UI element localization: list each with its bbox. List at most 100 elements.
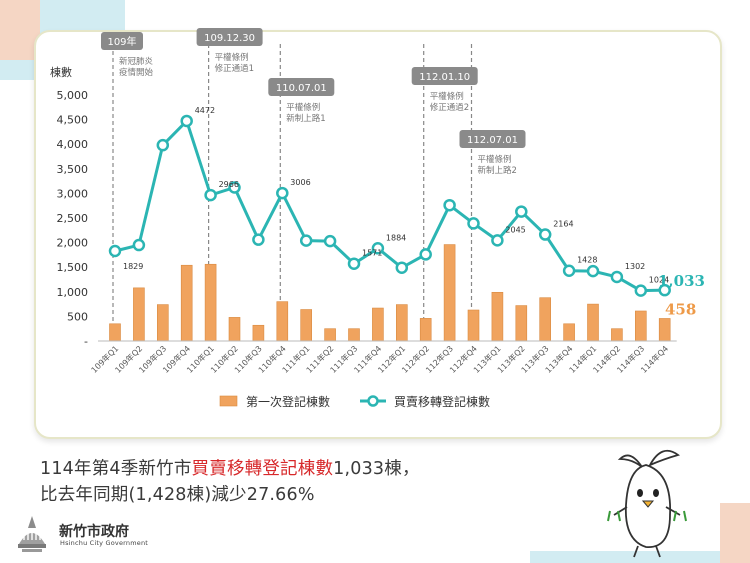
annotation-date: 110.07.01 xyxy=(276,83,327,94)
headline-prefix: 114年第4季新竹市 xyxy=(40,459,192,479)
data-label: 2966 xyxy=(219,180,239,189)
bar xyxy=(611,328,623,342)
data-label: 3006 xyxy=(290,178,310,187)
bar xyxy=(180,264,193,342)
line-series xyxy=(114,119,665,293)
decor-block-blue-bottom xyxy=(530,551,720,563)
y-tick-label: 2,000 xyxy=(57,237,89,250)
line-point xyxy=(276,186,289,200)
bar xyxy=(252,324,265,342)
bar xyxy=(300,309,313,342)
headline-highlight: 買賣移轉登記棟數 xyxy=(191,459,334,479)
bar xyxy=(563,323,575,342)
line-point xyxy=(562,264,576,277)
annotation-text: 新制上路2 xyxy=(478,165,517,176)
bar xyxy=(634,310,647,342)
line-point xyxy=(658,283,671,297)
annotation-box xyxy=(101,32,143,50)
bar xyxy=(395,304,408,342)
annotation-text: 修正通過1 xyxy=(215,63,254,74)
bar xyxy=(587,303,599,342)
y-tick-label: 5,000 xyxy=(57,89,89,102)
mascot-sprout-icon xyxy=(607,449,687,558)
bar xyxy=(658,318,671,342)
data-label: 4472 xyxy=(195,106,215,115)
annotation-date: 109年 xyxy=(107,35,136,48)
line-point xyxy=(371,242,385,255)
decor-block-peach-bottom xyxy=(720,503,750,563)
line-point xyxy=(586,264,600,278)
line-point xyxy=(180,114,193,128)
annotation-date: 109.12.30 xyxy=(204,33,255,44)
bar xyxy=(276,301,289,342)
annotation-text: 修正通過2 xyxy=(430,102,469,113)
y-tick-label: 3,500 xyxy=(57,163,89,176)
annotation-text: 平權條例 xyxy=(215,52,249,63)
bar xyxy=(419,318,432,342)
data-label: 1024 xyxy=(649,276,669,285)
line-point xyxy=(467,217,480,230)
data-label: 1884 xyxy=(386,233,406,242)
annotation-box xyxy=(459,130,526,148)
data-label: 1302 xyxy=(625,262,645,271)
line-point xyxy=(347,257,361,270)
bar xyxy=(372,307,384,342)
end-label-line: 1,033 xyxy=(658,272,705,290)
line-point xyxy=(132,238,146,252)
y-tick-label: 1,500 xyxy=(57,261,89,274)
y-tick-label: 4,000 xyxy=(57,138,89,151)
line-point xyxy=(634,284,648,297)
line-point xyxy=(395,261,409,274)
bar xyxy=(515,305,528,342)
legend-bar-swatch xyxy=(219,395,238,407)
chart-card xyxy=(34,30,722,439)
y-tick-label: 4,500 xyxy=(57,114,89,127)
annotation-text: 平權條例 xyxy=(286,102,320,113)
legend-bar-label: 第一次登記棟數 xyxy=(246,394,330,409)
line-point xyxy=(443,198,456,212)
bar xyxy=(539,297,552,342)
line-point xyxy=(108,244,122,258)
legend-line-marker xyxy=(367,395,379,407)
data-label: 1829 xyxy=(123,262,143,271)
y-tick-label: 3,000 xyxy=(57,187,89,200)
bar xyxy=(157,304,169,342)
bar xyxy=(348,328,360,342)
data-label: 2164 xyxy=(553,220,573,229)
y-tick-label: 2,500 xyxy=(57,212,89,225)
end-label-bar: 458 xyxy=(665,300,696,318)
y-tick-label: - xyxy=(84,335,88,348)
line-point xyxy=(419,248,432,261)
line-point xyxy=(323,234,337,248)
line-point xyxy=(515,205,528,218)
annotation-text: 疫情開始 xyxy=(119,67,154,78)
line-point xyxy=(610,270,624,284)
bar xyxy=(228,317,241,342)
bar xyxy=(443,244,456,342)
line-point xyxy=(204,188,217,202)
bar xyxy=(324,328,336,342)
y-axis-label: 棟數 xyxy=(50,65,72,79)
annotation-box xyxy=(196,28,263,46)
decor-block-blue-small xyxy=(0,60,40,80)
city-emblem-icon xyxy=(18,516,46,552)
logo-name: 新竹市政府 xyxy=(59,524,129,540)
legend-line-label: 買賣移轉登記棟數 xyxy=(394,394,490,409)
annotation-date: 112.01.10 xyxy=(419,72,470,83)
chart: 棟數 - 500 1,000 1,500 2,000 2,500 3,000 3,500 4,00… xyxy=(50,28,705,409)
line-point xyxy=(156,138,170,152)
bar xyxy=(491,291,504,342)
annotation-date: 112.07.01 xyxy=(467,135,518,146)
headline: 114年第4季新竹市買賣移轉登記棟數1,033棟， 比去年同期(1,428棟)減… xyxy=(40,456,420,508)
logo-english: Hsinchu City Government xyxy=(60,539,149,547)
data-label: 1428 xyxy=(577,256,597,265)
data-label: 2045 xyxy=(505,225,525,234)
line-point xyxy=(538,228,552,241)
annotation-box xyxy=(411,67,478,85)
bar xyxy=(204,263,217,342)
y-tick-label: 500 xyxy=(67,310,88,323)
y-tick-label: 1,000 xyxy=(57,286,89,299)
headline-line-1: 114年第4季新竹市買賣移轉登記棟數1,033棟， xyxy=(40,456,420,482)
bar xyxy=(109,323,121,342)
annotation-text: 平權條例 xyxy=(478,154,512,165)
